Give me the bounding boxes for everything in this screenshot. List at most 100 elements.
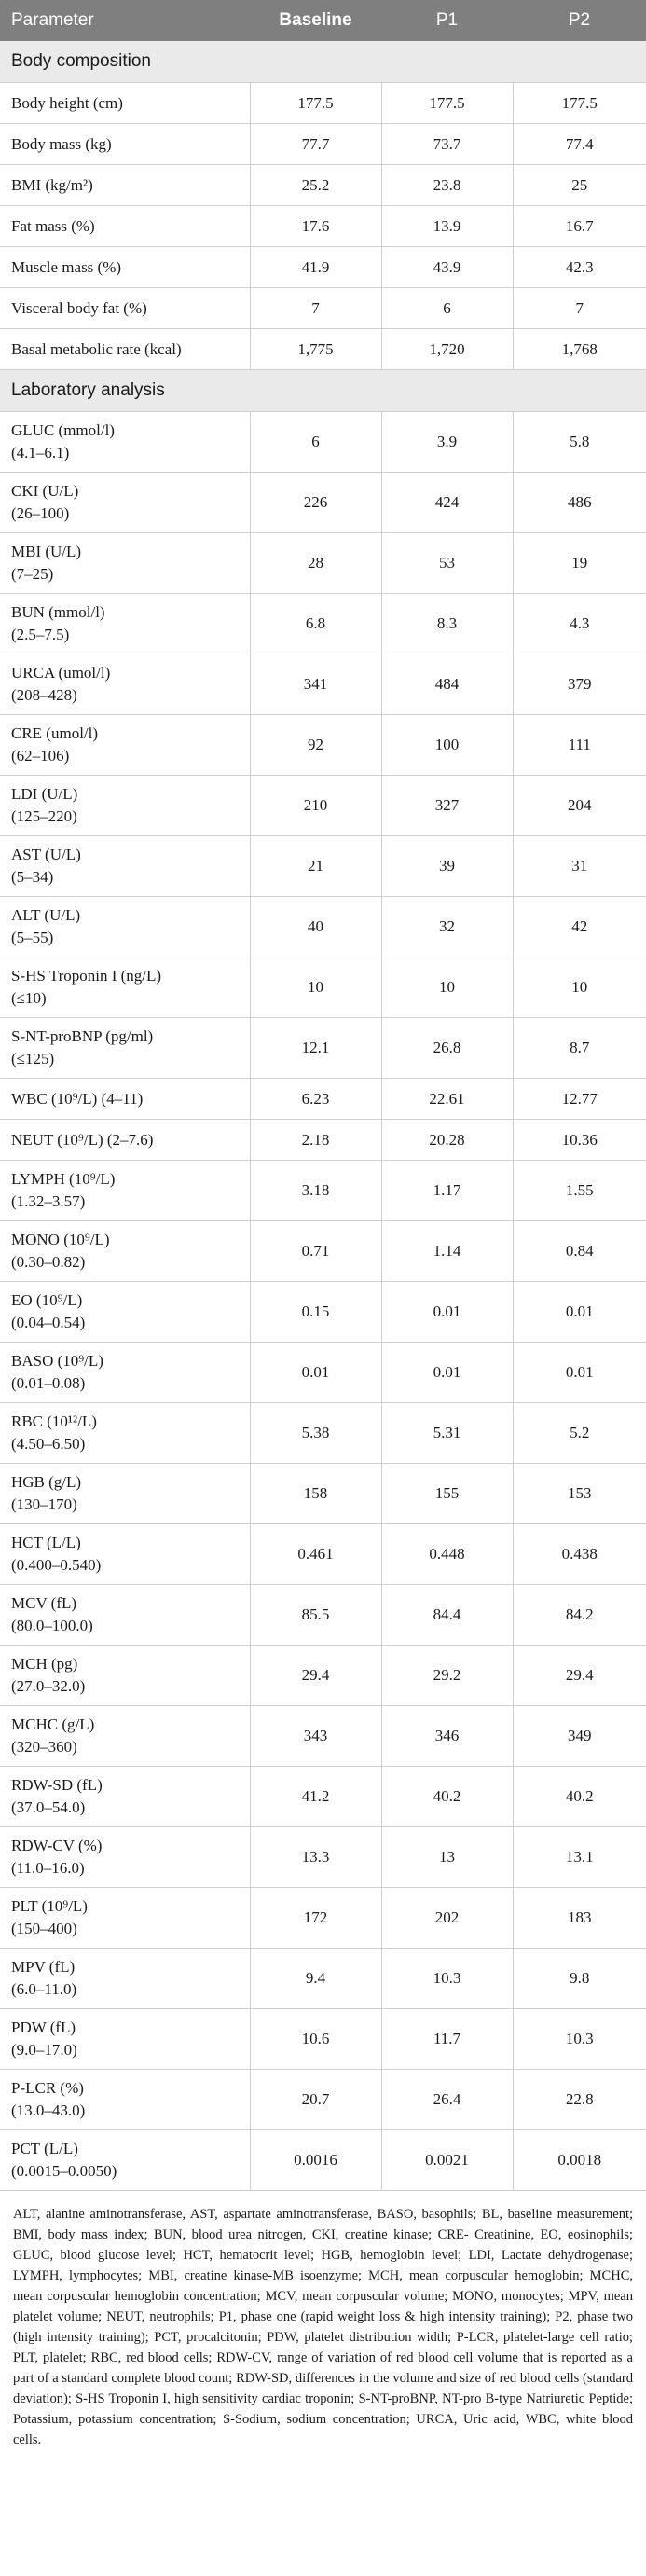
p2-value: 22.8 (512, 2069, 646, 2130)
baseline-value: 6.8 (249, 593, 381, 654)
p1-value: 1.14 (380, 1220, 513, 1282)
p1-value: 39 (380, 835, 513, 897)
baseline-value: 40 (249, 896, 381, 957)
parameter-label: HCT (L/L) (11, 1534, 81, 1551)
parameter-label: RBC (10¹²/L) (11, 1412, 97, 1430)
p2-value: 42 (512, 896, 646, 957)
parameter-label: RDW-SD (fL) (11, 1776, 103, 1794)
table-row: AST (U/L) (5–34) 21 39 31 (0, 835, 646, 897)
table-row: MCHC (g/L) (320–360) 343 346 349 (0, 1705, 646, 1767)
p2-value: 349 (512, 1705, 646, 1767)
baseline-value: 21 (249, 835, 381, 897)
parameter-label: P-LCR (%) (11, 2079, 84, 2097)
table-row: PCT (L/L) (0.0015–0.0050) 0.0016 0.0021 0.00… (0, 2129, 646, 2191)
parameter-cell: MPV (fL) (6.0–11.0) (0, 1948, 250, 2009)
p2-value: 7 (512, 287, 646, 329)
table-row: BASO (10⁹/L) (0.01–0.08) 0.01 0.01 0.01 (0, 1342, 646, 1403)
header-baseline: Baseline (250, 0, 381, 41)
p2-value: 12.77 (512, 1078, 646, 1120)
parameter-label: Visceral body fat (%) (11, 298, 147, 317)
p1-value: 23.8 (380, 164, 513, 206)
baseline-value: 343 (249, 1705, 381, 1767)
table-row: PDW (fL) (9.0–17.0) 10.6 11.7 10.3 (0, 2008, 646, 2070)
parameter-cell: LDI (U/L) (125–220) (0, 775, 250, 836)
reference-range: (1.32–3.57) (11, 1192, 86, 1210)
parameter-label: AST (U/L) (11, 846, 81, 863)
table-row: MBI (U/L) (7–25) 28 53 19 (0, 532, 646, 594)
reference-range: (26–100) (11, 504, 70, 522)
section-header-row: Body composition (0, 41, 646, 83)
header-parameter: Parameter (0, 0, 250, 41)
baseline-value: 41.9 (249, 246, 381, 288)
reference-range: (37.0–54.0) (11, 1798, 86, 1816)
parameter-cell: BASO (10⁹/L) (0.01–0.08) (0, 1342, 250, 1403)
p2-value: 5.8 (512, 411, 646, 473)
baseline-value: 6.23 (249, 1078, 381, 1120)
table-row: PLT (10⁹/L) (150–400) 172 202 183 (0, 1887, 646, 1949)
parameter-cell: AST (U/L) (5–34) (0, 835, 250, 897)
baseline-value: 0.15 (249, 1281, 381, 1343)
parameter-cell: MCH (pg) (27.0–32.0) (0, 1645, 250, 1706)
baseline-value: 12.1 (249, 1017, 381, 1079)
p2-value: 111 (512, 714, 646, 776)
table-row: Body mass (kg) 77.7 73.7 77.4 (0, 123, 646, 165)
p2-value: 0.0018 (512, 2129, 646, 2191)
baseline-value: 25.2 (249, 164, 381, 206)
reference-range: (125–220) (11, 807, 77, 825)
table-row: MPV (fL) (6.0–11.0) 9.4 10.3 9.8 (0, 1948, 646, 2009)
parameter-cell: MCV (fL) (80.0–100.0) (0, 1584, 250, 1646)
reference-range: (80.0–100.0) (11, 1617, 93, 1634)
parameter-cell: ALT (U/L) (5–55) (0, 896, 250, 957)
baseline-value: 10.6 (249, 2008, 381, 2070)
table-row: Basal metabolic rate (kcal) 1,775 1,720 1,7… (0, 328, 646, 370)
baseline-value: 92 (249, 714, 381, 776)
parameter-cell: Body height (cm) (0, 82, 250, 124)
reference-range: (7–25) (11, 565, 54, 583)
parameter-cell: MCHC (g/L) (320–360) (0, 1705, 250, 1767)
p2-value: 1,768 (512, 328, 646, 370)
parameter-label: Fat mass (%) (11, 216, 95, 235)
p2-value: 40.2 (512, 1766, 646, 1827)
baseline-value: 0.0016 (249, 2129, 381, 2191)
p2-value: 379 (512, 654, 646, 715)
reference-range: (11.0–16.0) (11, 1859, 85, 1877)
parameter-cell: MONO (10⁹/L) (0.30–0.82) (0, 1220, 250, 1282)
p2-value: 13.1 (512, 1826, 646, 1888)
table-row: URCA (umol/l) (208–428) 341 484 379 (0, 654, 646, 715)
parameter-label: LYMPH (10⁹/L) (11, 1170, 116, 1188)
p1-value: 155 (380, 1463, 513, 1524)
parameter-cell: BMI (kg/m²) (0, 164, 250, 206)
p1-value: 8.3 (380, 593, 513, 654)
p1-value: 3.9 (380, 411, 513, 473)
p1-value: 10 (380, 957, 513, 1018)
parameter-cell: LYMPH (10⁹/L) (1.32–3.57) (0, 1160, 250, 1221)
parameter-label: BMI (kg/m²) (11, 175, 93, 194)
table-row: CKI (U/L) (26–100) 226 424 486 (0, 472, 646, 533)
baseline-value: 3.18 (249, 1160, 381, 1221)
baseline-value: 226 (249, 472, 381, 533)
table-row: S-NT-proBNP (pg/ml) (≤125) 12.1 26.8 8.7 (0, 1017, 646, 1079)
baseline-value: 7 (249, 287, 381, 329)
reference-range: (150–400) (11, 1920, 77, 1937)
baseline-value: 85.5 (249, 1584, 381, 1646)
table-row: ALT (U/L) (5–55) 40 32 42 (0, 896, 646, 957)
header-p1: P1 (381, 0, 513, 41)
p2-value: 0.01 (512, 1281, 646, 1343)
parameter-cell: Visceral body fat (%) (0, 287, 250, 329)
baseline-value: 29.4 (249, 1645, 381, 1706)
section-header-row: Laboratory analysis (0, 369, 646, 412)
baseline-value: 1,775 (249, 328, 381, 370)
parameter-label: HGB (g/L) (11, 1473, 82, 1491)
parameter-cell: P-LCR (%) (13.0–43.0) (0, 2069, 250, 2130)
table-row: RDW-CV (%) (11.0–16.0) 13.3 13 13.1 (0, 1826, 646, 1888)
p2-value: 19 (512, 532, 646, 594)
baseline-value: 10 (249, 957, 381, 1018)
p2-value: 4.3 (512, 593, 646, 654)
reference-range: (208–428) (11, 686, 77, 704)
reference-range: (≤10) (11, 989, 47, 1007)
parameter-cell: S-HS Troponin I (ng/L) (≤10) (0, 957, 250, 1018)
table-row: S-HS Troponin I (ng/L) (≤10) 10 10 10 (0, 957, 646, 1018)
reference-range: (27.0–32.0) (11, 1677, 86, 1695)
table-document: Parameter Baseline P1 P2 Body compositio… (0, 0, 646, 2447)
table-row: HCT (L/L) (0.400–0.540) 0.461 0.448 0.438 (0, 1523, 646, 1585)
